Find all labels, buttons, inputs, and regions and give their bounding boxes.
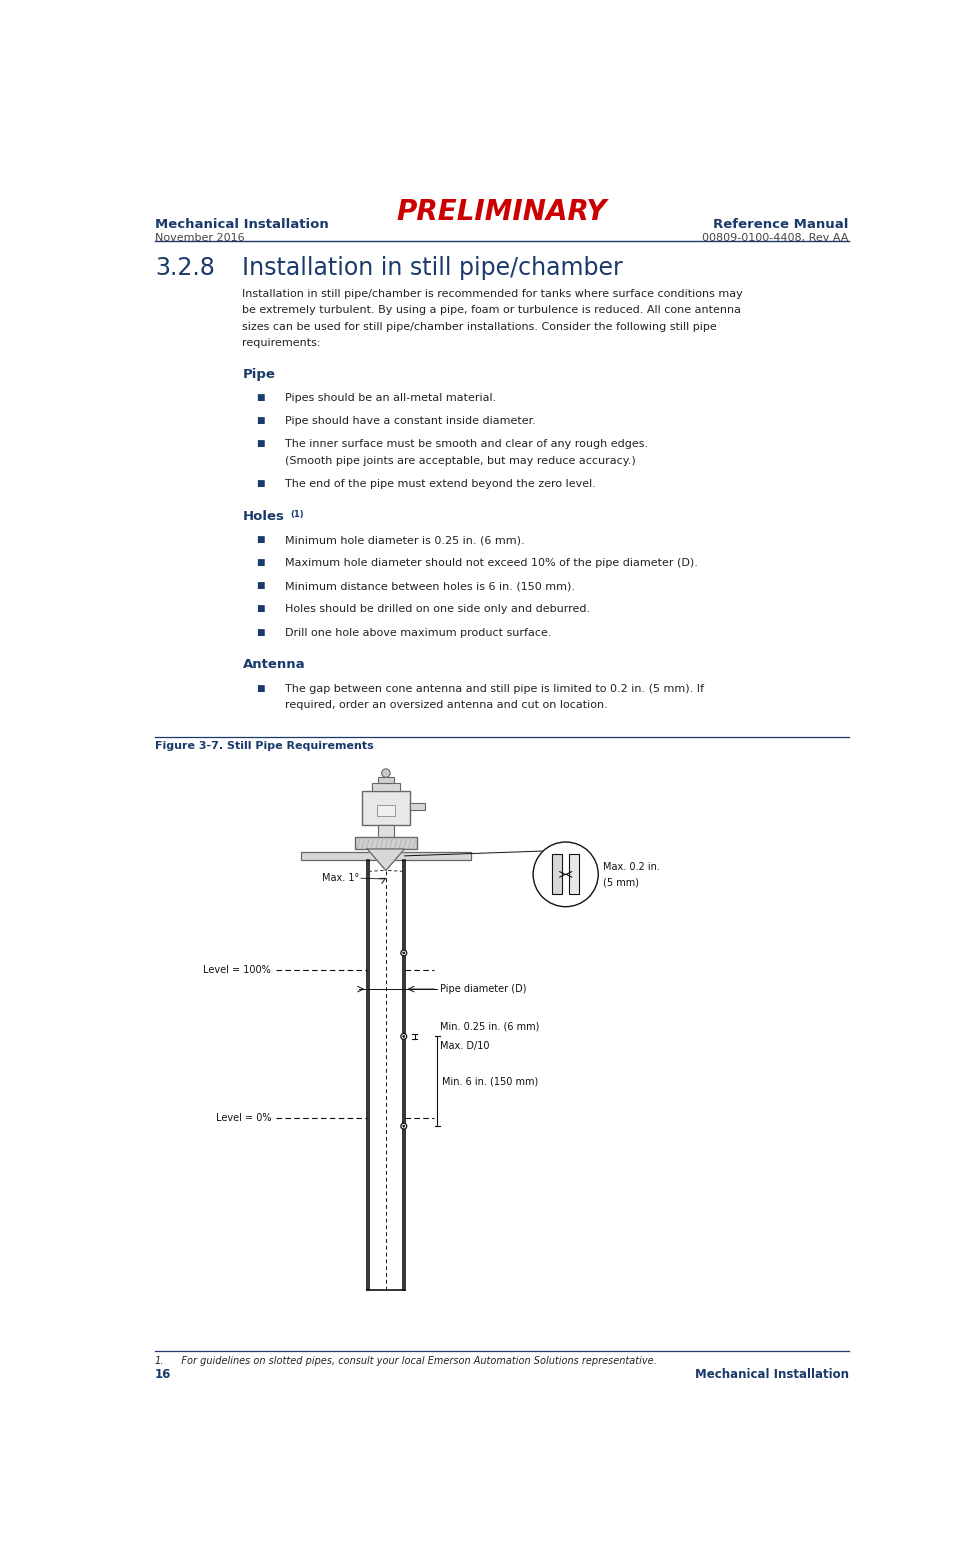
- Bar: [378, 778, 393, 784]
- Text: Antenna: Antenna: [243, 658, 305, 671]
- Text: The inner surface must be smooth and clear of any rough edges.: The inner surface must be smooth and cle…: [285, 439, 647, 449]
- Text: Maximum hole diameter should not exceed 10% of the pipe diameter (D).: Maximum hole diameter should not exceed …: [285, 558, 697, 568]
- Text: Minimum distance between holes is 6 in. (150 mm).: Minimum distance between holes is 6 in. …: [285, 581, 574, 592]
- Circle shape: [400, 950, 406, 955]
- Text: ■: ■: [255, 604, 264, 613]
- Text: Max. 1°: Max. 1°: [322, 873, 359, 884]
- Text: Max. D/10: Max. D/10: [439, 1041, 488, 1051]
- Text: ■: ■: [255, 581, 264, 590]
- Text: The gap between cone antenna and still pipe is limited to 0.2 in. (5 mm). If: The gap between cone antenna and still p…: [285, 683, 703, 694]
- Circle shape: [381, 769, 390, 778]
- Text: ■: ■: [255, 393, 264, 402]
- Text: ■: ■: [255, 683, 264, 693]
- Text: Mechanical Installation: Mechanical Installation: [693, 1368, 848, 1381]
- Text: Level = 100%: Level = 100%: [203, 964, 271, 975]
- Text: Reference Manual: Reference Manual: [712, 217, 848, 231]
- Text: be extremely turbulent. By using a pipe, foam or turbulence is reduced. All cone: be extremely turbulent. By using a pipe,…: [243, 306, 740, 315]
- Text: November 2016: November 2016: [155, 233, 244, 242]
- Text: ■: ■: [255, 536, 264, 544]
- Bar: [552, 854, 561, 895]
- Text: ■: ■: [255, 627, 264, 637]
- Text: 1.: 1.: [155, 1356, 164, 1367]
- Bar: [568, 854, 579, 895]
- Circle shape: [402, 1036, 404, 1037]
- Text: Max. 0.2 in.: Max. 0.2 in.: [602, 862, 659, 871]
- Text: Level = 0%: Level = 0%: [215, 1114, 271, 1123]
- Text: The end of the pipe must extend beyond the zero level.: The end of the pipe must extend beyond t…: [285, 478, 596, 489]
- Text: 16: 16: [155, 1368, 171, 1381]
- Text: Pipe diameter (D): Pipe diameter (D): [439, 985, 525, 994]
- Bar: [378, 825, 393, 845]
- Text: requirements:: requirements:: [243, 339, 321, 348]
- Text: ■: ■: [255, 558, 264, 567]
- Text: For guidelines on slotted pipes, consult your local Emerson Automation Solutions: For guidelines on slotted pipes, consult…: [172, 1356, 656, 1367]
- Text: Holes should be drilled on one side only and deburred.: Holes should be drilled on one side only…: [285, 604, 590, 615]
- Text: Drill one hole above maximum product surface.: Drill one hole above maximum product sur…: [285, 627, 551, 638]
- Bar: [362, 790, 410, 825]
- Text: (1): (1): [290, 509, 304, 519]
- Bar: [300, 853, 470, 860]
- Text: Holes: Holes: [243, 509, 284, 523]
- Text: 3.2.8: 3.2.8: [155, 256, 214, 281]
- Circle shape: [402, 952, 404, 954]
- Text: Minimum hole diameter is 0.25 in. (6 mm).: Minimum hole diameter is 0.25 in. (6 mm)…: [285, 536, 524, 545]
- Text: sizes can be used for still pipe/chamber installations. Consider the following s: sizes can be used for still pipe/chamber…: [243, 321, 717, 332]
- Polygon shape: [367, 849, 404, 871]
- Text: ■: ■: [255, 439, 264, 449]
- Text: Installation in still pipe/chamber: Installation in still pipe/chamber: [243, 256, 623, 281]
- Circle shape: [400, 1123, 406, 1129]
- Text: ■: ■: [255, 478, 264, 488]
- Circle shape: [402, 1124, 404, 1127]
- Circle shape: [533, 842, 598, 907]
- Bar: [354, 837, 417, 849]
- Bar: [410, 803, 425, 811]
- Text: Min. 0.25 in. (6 mm): Min. 0.25 in. (6 mm): [439, 1022, 538, 1031]
- Text: required, order an oversized antenna and cut on location.: required, order an oversized antenna and…: [285, 700, 607, 710]
- Text: ■: ■: [255, 416, 264, 426]
- Text: PRELIMINARY: PRELIMINARY: [396, 197, 606, 225]
- Text: Pipe should have a constant inside diameter.: Pipe should have a constant inside diame…: [285, 416, 535, 426]
- Circle shape: [400, 1033, 406, 1039]
- Bar: [372, 784, 399, 790]
- Text: Installation in still pipe/chamber is recommended for tanks where surface condit: Installation in still pipe/chamber is re…: [243, 289, 742, 298]
- Text: 00809-0100-4408, Rev AA: 00809-0100-4408, Rev AA: [701, 233, 848, 242]
- Text: Min. 6 in. (150 mm): Min. 6 in. (150 mm): [441, 1076, 538, 1086]
- Text: (Smooth pipe joints are acceptable, but may reduce accuracy.): (Smooth pipe joints are acceptable, but …: [285, 457, 636, 466]
- Text: Figure 3-7. Still Pipe Requirements: Figure 3-7. Still Pipe Requirements: [155, 741, 374, 752]
- Bar: [377, 804, 395, 815]
- Text: Pipes should be an all-metal material.: Pipes should be an all-metal material.: [285, 393, 496, 404]
- Text: (5 mm): (5 mm): [602, 877, 639, 887]
- Text: Pipe: Pipe: [243, 368, 275, 380]
- Text: Mechanical Installation: Mechanical Installation: [155, 217, 329, 231]
